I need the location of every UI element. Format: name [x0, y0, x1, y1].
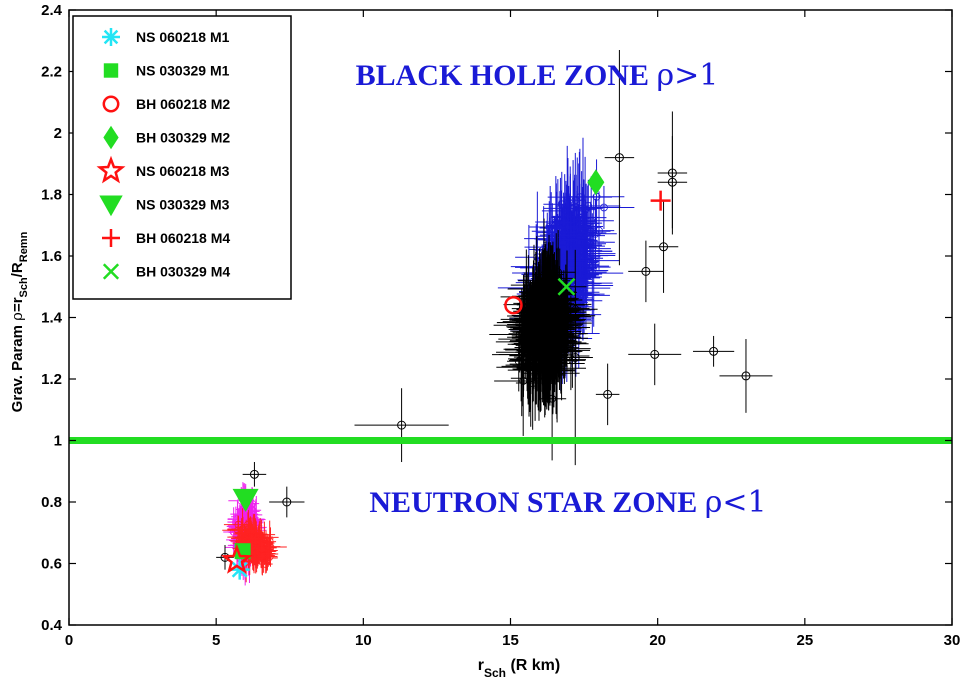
legend-label: NS 030329 M1	[136, 63, 230, 79]
outlier-point	[719, 339, 773, 413]
marker-circle	[504, 295, 523, 315]
x-tick-label: 15	[502, 632, 519, 649]
outlier-point	[657, 136, 688, 229]
legend-marker-star	[96, 155, 126, 184]
annotation-black-hole-zone: BLACK HOLE ZONE ρ>1	[356, 58, 719, 93]
y-tick-label: 2	[54, 125, 62, 142]
outlier-point	[628, 240, 664, 303]
outlier-point	[557, 249, 593, 466]
x-tick-label: 30	[944, 632, 961, 649]
y-tick-label: 0.8	[41, 494, 62, 511]
bh-cloud-black	[489, 218, 598, 461]
outlier-point	[354, 388, 449, 463]
axis-ticks: 0 5 10 15 20 25 30 0.4 0.6 0.8 1 1.2 1.4 1.6 1.8 2 2.2 2.…	[41, 2, 960, 649]
legend-marker-asterisk	[102, 28, 120, 46]
x-tick-label: 20	[649, 632, 666, 649]
outlier-point	[604, 49, 635, 266]
y-tick-label: 2.4	[41, 2, 63, 19]
legend-marker-square	[103, 63, 119, 78]
outlier-points	[216, 49, 773, 570]
y-tick-label: 1.8	[41, 187, 62, 204]
legend-marker-triangle-down	[99, 195, 123, 217]
legend-marker-diamond	[103, 125, 119, 150]
outlier-point	[595, 363, 620, 426]
x-tick-label: 25	[796, 632, 813, 649]
annotation-neutron-star-zone: NEUTRON STAR ZONE ρ<1	[369, 485, 766, 520]
marker-x	[557, 277, 576, 296]
x-tick-label: 5	[212, 632, 220, 649]
x-axis-label: rSch (R km)	[478, 657, 560, 680]
legend-label: NS 060218 M1	[136, 29, 230, 45]
y-tick-label: 1.6	[41, 248, 62, 265]
y-tick-label: 1.4	[41, 310, 63, 327]
outlier-point	[628, 323, 682, 386]
legend-box	[72, 15, 292, 300]
outlier-point	[648, 200, 679, 293]
error-bar-clouds	[222, 137, 635, 586]
series-markers	[221, 169, 671, 580]
legend-marker-plus	[102, 229, 120, 247]
marker-diamond	[587, 169, 605, 196]
y-tick-label: 1	[54, 433, 62, 450]
outlier-point	[242, 462, 267, 487]
legend-label: NS 030329 M3	[136, 197, 230, 213]
x-tick-label: 0	[65, 632, 73, 649]
legend-label: BH 060218 M4	[136, 230, 230, 246]
marker-triangle-down	[232, 488, 259, 512]
y-tick-label: 2.2	[41, 64, 62, 81]
legend-label: BH 030329 M2	[136, 130, 230, 146]
x-tick-label: 10	[355, 632, 372, 649]
y-tick-label: 1.2	[41, 371, 62, 388]
marker-asterisk	[229, 559, 250, 580]
legend-label: BH 060218 M2	[136, 96, 230, 112]
legend: NS 060218 M1 NS 030329 M1 BH 060218 M2 BH 0…	[72, 15, 292, 300]
legend-label: BH 030329 M4	[136, 264, 230, 280]
outlier-point	[269, 486, 305, 518]
legend-label: NS 060218 M3	[136, 163, 230, 179]
legend-marker-circle	[102, 95, 120, 113]
y-axis-label: Grav. Param ρ=rSch/RRemn	[8, 231, 30, 412]
legend-marker-x	[102, 263, 120, 280]
y-tick-label: 0.4	[41, 617, 63, 634]
marker-star	[221, 543, 253, 574]
y-tick-label: 0.6	[41, 556, 62, 573]
outlier-point	[692, 335, 735, 367]
marker-plus	[650, 190, 671, 211]
